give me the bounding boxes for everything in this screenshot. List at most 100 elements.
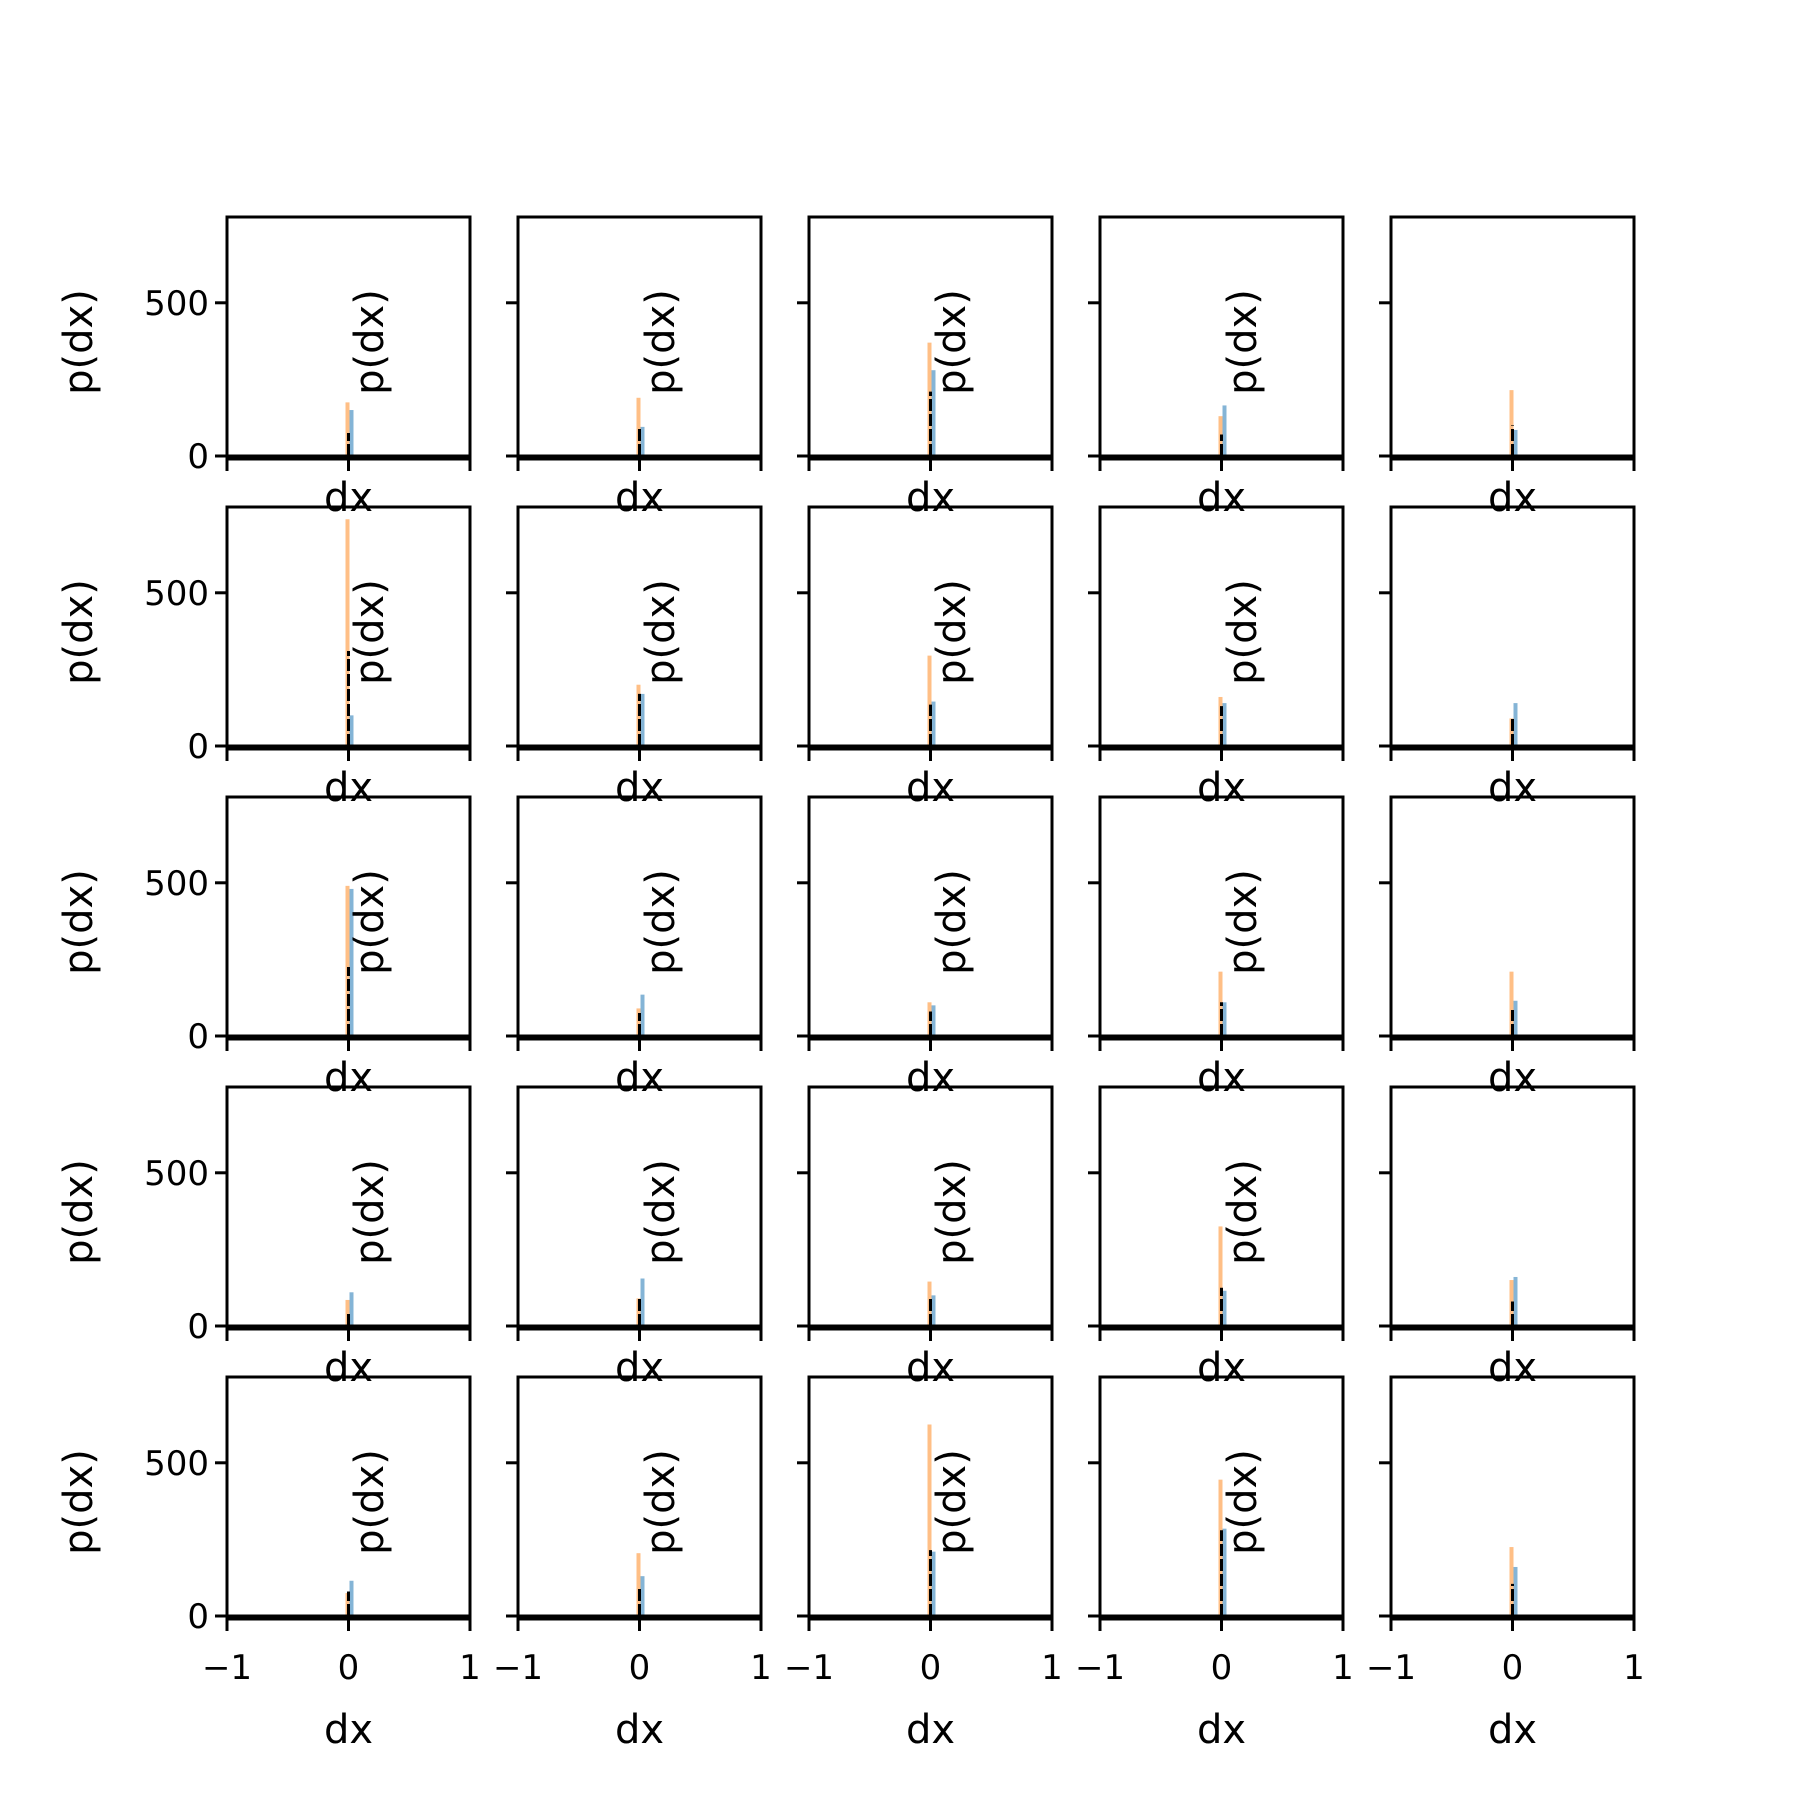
x-axis-label: dx [324,1345,373,1391]
histogram-bar-series-b [1509,718,1514,746]
histogram-bar-series-a [1222,405,1227,456]
y-axis-label: p(dx) [347,579,393,685]
histogram-bar-series-b [636,1008,641,1036]
x-axis-label: dx [906,1707,955,1753]
y-axis-label: p(dx) [1220,869,1266,975]
x-tick-label: 0 [920,1648,942,1688]
histogram-bar-series-a [931,1551,936,1616]
subplot-panel: p(dx) 0 500 −1 0 1 dx [56,1375,481,1753]
x-tick-label: 0 [1502,1648,1524,1688]
y-axis-label: p(dx) [56,869,102,975]
x-axis-label: dx [324,475,373,521]
y-axis-label: p(dx) [56,1159,102,1265]
x-axis-label: dx [615,765,664,811]
x-tick-label: 0 [1211,1648,1233,1688]
histogram-bar-series-a [349,1292,354,1326]
subplot-panel: p(dx) dx [638,1085,1054,1391]
y-axis-label: p(dx) [347,289,393,395]
x-tick-label: −1 [1075,1648,1125,1688]
y-tick-label: 0 [187,727,209,767]
x-axis-label: dx [324,1707,373,1753]
y-tick-label: 0 [187,1017,209,1057]
x-axis-label: dx [1197,475,1246,521]
histogram-bar-series-a [931,370,936,456]
histogram-bar-series-a [1222,1290,1227,1326]
histogram-bar-series-a [349,888,354,1036]
y-axis-label: p(dx) [1220,1449,1266,1555]
x-axis-label: dx [1197,1055,1246,1101]
y-axis-label: p(dx) [929,1449,975,1555]
y-axis-label: p(dx) [929,1159,975,1265]
histogram-bar-series-a [1222,1528,1227,1616]
y-axis-label: p(dx) [347,1449,393,1555]
histogram-bar-series-a [931,1005,936,1036]
histogram-bar-series-a [931,701,936,746]
histogram-bar-series-a [349,1580,354,1616]
y-axis-label: p(dx) [347,1159,393,1265]
x-tick-label: 1 [459,1648,481,1688]
histogram-bar-series-b [636,1298,641,1326]
subplot-panel: p(dx) dx [638,505,1054,811]
histogram-bar-series-a [931,1295,936,1326]
histogram-bar-series-a [1222,1002,1227,1036]
histogram-bar-series-a [349,410,354,456]
x-axis-label: dx [615,475,664,521]
subplot-panel: p(dx) 0 500 dx [56,795,472,1101]
subplot-panel: p(dx) −1 0 1 dx [929,1375,1354,1753]
x-axis-label: dx [615,1707,664,1753]
subplot-panel: p(dx) 0 500 dx [56,215,472,521]
x-axis-label: dx [1197,765,1246,811]
y-axis-label: p(dx) [1220,1159,1266,1265]
subplot-grid: p(dx)0500dxp(dx)dxp(dx)dxp(dx)dxp(dx)dxp… [56,215,1645,1753]
subplot-panel: p(dx) 0 500 dx [56,1085,472,1391]
x-axis-label: dx [1488,1707,1537,1753]
x-tick-label: −1 [784,1648,834,1688]
x-axis-label: dx [615,1345,664,1391]
histogram-bar-series-a [640,994,645,1036]
y-tick-label: 0 [187,1307,209,1347]
y-axis-label: p(dx) [347,869,393,975]
x-tick-label: 1 [1623,1648,1645,1688]
x-tick-label: 1 [1332,1648,1354,1688]
y-axis-label: p(dx) [56,579,102,685]
y-axis-label: p(dx) [929,289,975,395]
y-tick-label: 0 [187,1597,209,1637]
histogram-bar-series-b [636,397,641,456]
subplot-panel: p(dx) dx [347,1085,763,1391]
histogram-bar-series-b [345,402,350,456]
subplot-panel: p(dx) dx [347,505,763,811]
subplot-panel: p(dx) dx [929,1085,1345,1391]
histogram-bar-series-a [1222,703,1227,746]
x-tick-label: 0 [629,1648,651,1688]
subplot-panel: p(dx) dx [347,215,763,521]
histogram-bar-series-b [345,519,350,746]
histogram-bar-series-a [640,426,645,456]
y-tick-label: 500 [144,1444,209,1484]
y-axis-label: p(dx) [56,1449,102,1555]
histogram-bar-series-a [640,693,645,746]
y-axis-label: p(dx) [929,869,975,975]
y-axis-label: p(dx) [1220,289,1266,395]
x-axis-label: dx [906,1055,955,1101]
y-axis-label: p(dx) [929,579,975,685]
x-tick-label: −1 [202,1648,252,1688]
subplot-panel: p(dx) dx [1220,1085,1636,1391]
y-tick-label: 500 [144,284,209,324]
subplot-panel: p(dx) dx [929,795,1345,1101]
histogram-bar-series-b [927,655,932,746]
histogram-bar-series-b [345,1299,350,1326]
histogram-bar-series-b [1509,1547,1514,1616]
subplot-panel: p(dx) dx [929,505,1345,811]
x-tick-label: −1 [1366,1648,1416,1688]
subplot-panel: p(dx) −1 0 1 dx [347,1375,772,1753]
subplot-panel: p(dx) dx [638,795,1054,1101]
x-tick-label: 1 [1041,1648,1063,1688]
y-axis-label: p(dx) [638,289,684,395]
subplot-panel: p(dx) dx [347,795,763,1101]
histogram-bar-series-b [636,1553,641,1616]
x-axis-label: dx [1488,475,1537,521]
x-axis-label: dx [906,475,955,521]
x-axis-label: dx [1197,1707,1246,1753]
subplot-panel: p(dx) dx [638,215,1054,521]
